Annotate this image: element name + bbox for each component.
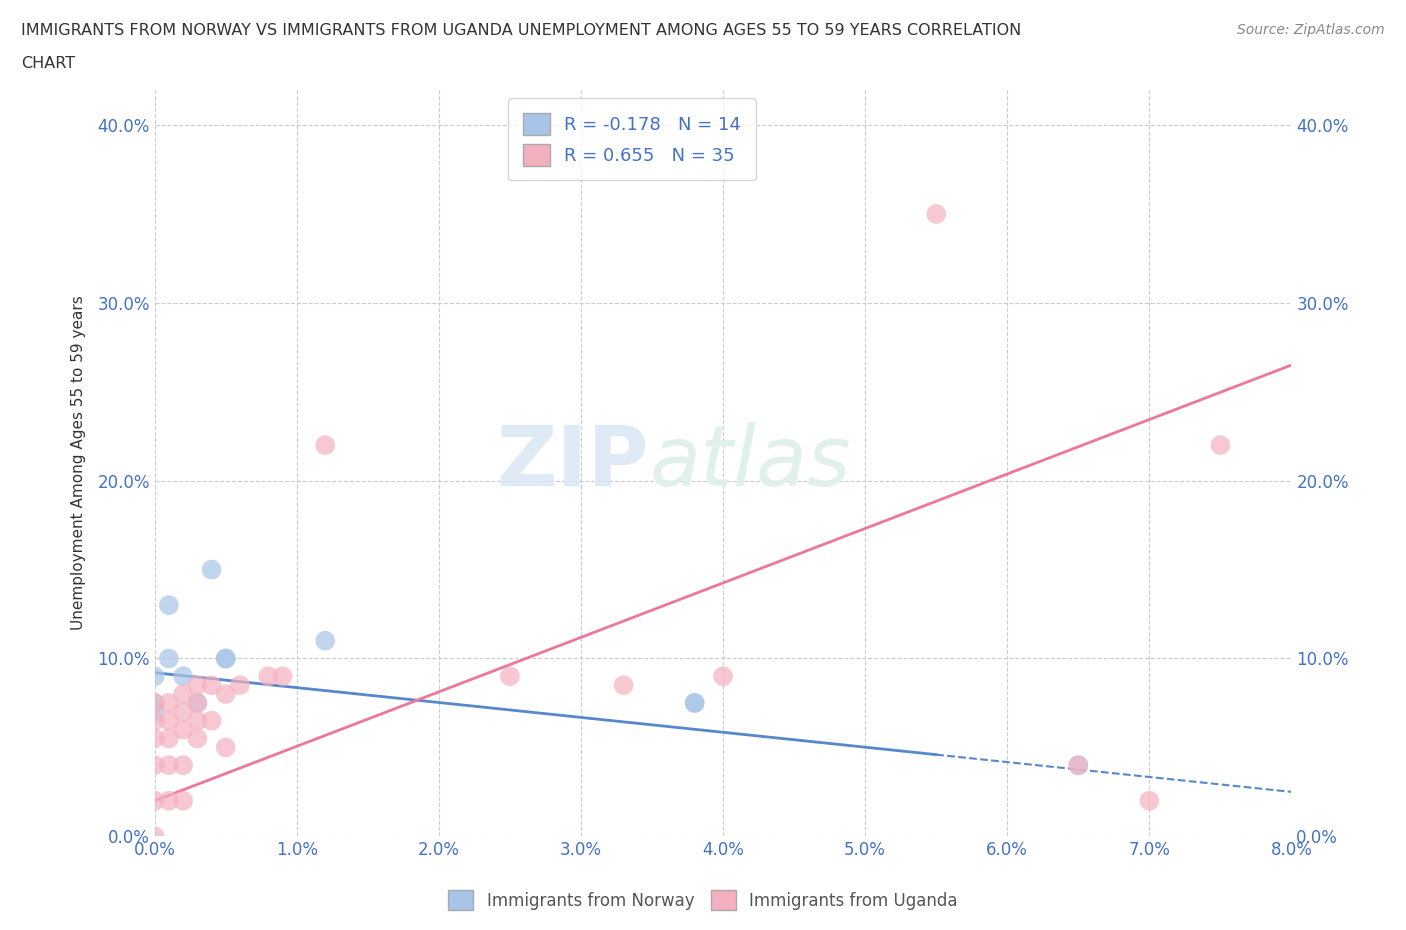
Point (157, 793, 180, 808)
Point (172, 686, 194, 701)
Point (143, 696, 166, 711)
Point (157, 696, 180, 711)
Point (215, 651, 238, 666)
Text: CHART: CHART (21, 56, 75, 71)
Legend: R = -0.178   N = 14, R = 0.655   N = 35: R = -0.178 N = 14, R = 0.655 N = 35 (509, 99, 756, 180)
Point (229, 678, 252, 693)
Point (157, 731, 180, 746)
Point (186, 696, 208, 711)
Point (200, 713, 222, 728)
Point (172, 723, 194, 737)
Point (925, 206, 948, 221)
Legend: Immigrants from Norway, Immigrants from Uganda: Immigrants from Norway, Immigrants from … (441, 884, 965, 917)
Point (186, 696, 208, 711)
Point (172, 669, 194, 684)
Point (257, 669, 280, 684)
Point (186, 731, 208, 746)
Point (1067, 758, 1090, 773)
Point (157, 758, 180, 773)
Point (172, 793, 194, 808)
Point (143, 731, 166, 746)
Point (172, 758, 194, 773)
Point (215, 686, 238, 701)
Point (215, 740, 238, 755)
Point (683, 696, 706, 711)
Y-axis label: Unemployment Among Ages 55 to 59 years: Unemployment Among Ages 55 to 59 years (72, 296, 86, 631)
Text: Source: ZipAtlas.com: Source: ZipAtlas.com (1237, 23, 1385, 37)
Point (499, 669, 522, 684)
Point (200, 562, 222, 577)
Point (1137, 793, 1160, 808)
Point (143, 696, 166, 711)
Text: IMMIGRANTS FROM NORWAY VS IMMIGRANTS FROM UGANDA UNEMPLOYMENT AMONG AGES 55 TO 5: IMMIGRANTS FROM NORWAY VS IMMIGRANTS FRO… (21, 23, 1021, 38)
Point (157, 713, 180, 728)
Point (314, 438, 336, 453)
Point (683, 696, 706, 711)
Point (314, 633, 336, 648)
Point (172, 704, 194, 719)
Point (143, 829, 166, 844)
Point (143, 669, 166, 684)
Point (157, 651, 180, 666)
Point (186, 678, 208, 693)
Point (1067, 758, 1090, 773)
Point (143, 704, 166, 719)
Point (143, 793, 166, 808)
Point (1209, 438, 1232, 453)
Point (271, 669, 294, 684)
Point (143, 713, 166, 728)
Point (711, 669, 734, 684)
Text: ZIP: ZIP (496, 422, 650, 503)
Point (143, 758, 166, 773)
Point (215, 651, 238, 666)
Text: atlas: atlas (650, 422, 851, 503)
Point (157, 598, 180, 613)
Point (200, 678, 222, 693)
Point (186, 713, 208, 728)
Point (613, 678, 636, 693)
